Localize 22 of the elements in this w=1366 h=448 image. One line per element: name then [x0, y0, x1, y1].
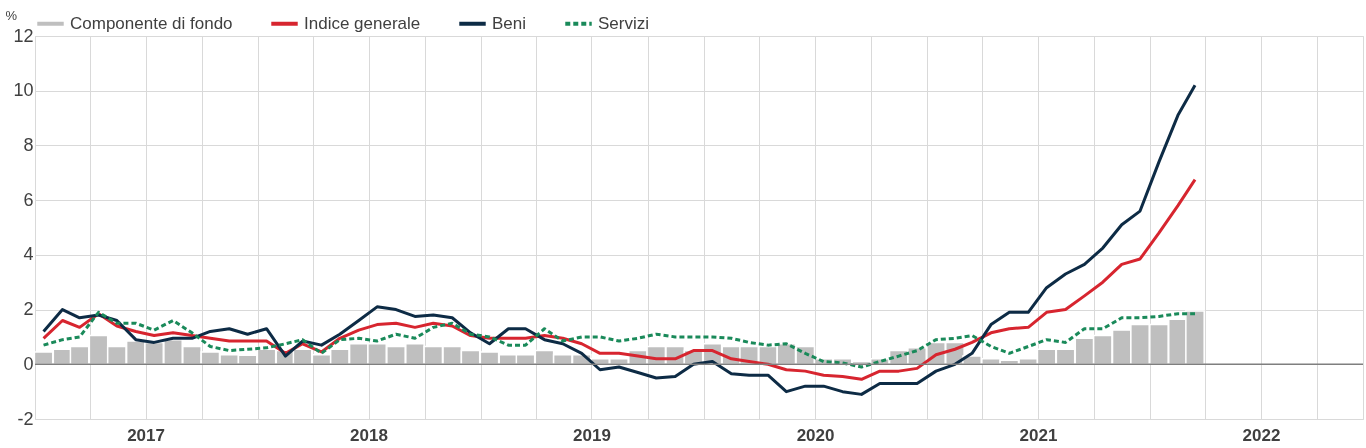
- legend-label: Indice generale: [304, 13, 421, 33]
- legend-label: Componente di fondo: [70, 13, 233, 33]
- y-tick-label: 10: [13, 80, 34, 101]
- x-tick-label: 2021: [1019, 425, 1058, 445]
- line-series: [42, 83, 1197, 396]
- x-tick-label: 2017: [127, 425, 165, 445]
- line-series: [42, 178, 1197, 381]
- y-tick-label: 0: [23, 353, 34, 374]
- legend-label: Servizi: [598, 13, 650, 33]
- x-tick-label: 2020: [796, 425, 835, 445]
- x-tick-label: 2022: [1242, 425, 1281, 445]
- y-tick-label: 12: [13, 25, 34, 46]
- y-tick-label: 6: [23, 189, 34, 210]
- y-tick-label: -2: [17, 408, 34, 429]
- legend-label: Beni: [492, 13, 527, 33]
- line-series: [42, 310, 1197, 369]
- x-tick-label: 2018: [350, 425, 388, 445]
- y-tick-label: 4: [23, 244, 34, 265]
- y-tick-label: 8: [23, 134, 34, 155]
- y-tick-label: 2: [23, 299, 34, 320]
- x-tick-label: 2019: [573, 425, 611, 445]
- y-axis-title: %: [5, 7, 18, 23]
